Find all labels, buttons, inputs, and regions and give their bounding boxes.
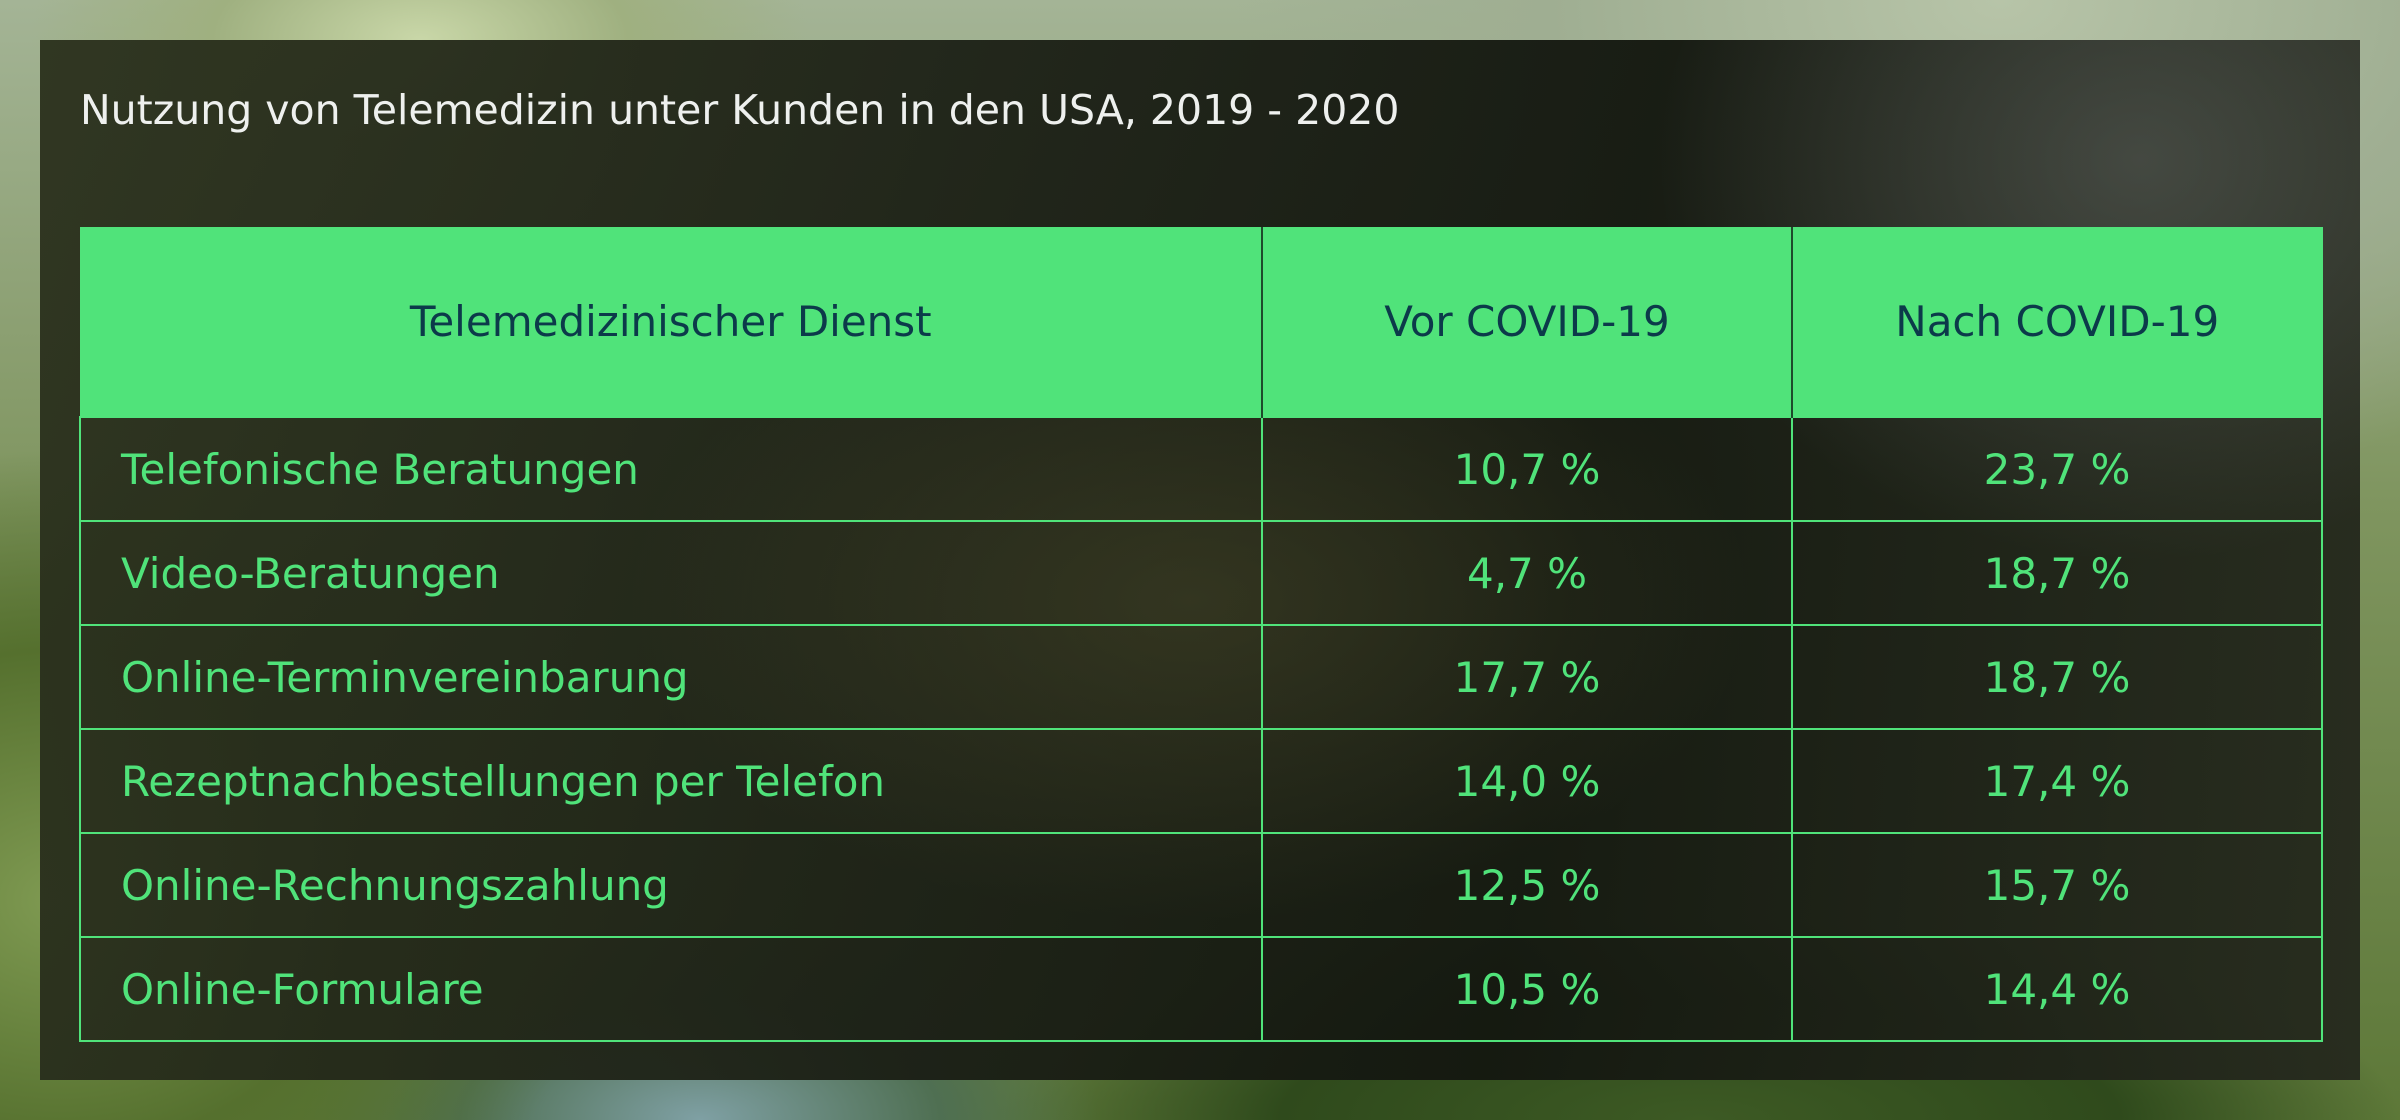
before-value-cell: 4,7 % <box>1261 520 1793 626</box>
header-before-covid: Vor COVID-19 <box>1261 227 1793 417</box>
after-value-cell: 14,4 % <box>1791 936 2323 1042</box>
table-row: Telefonische Beratungen 10,7 % 23,7 % <box>79 416 2323 522</box>
before-value-cell: 17,7 % <box>1261 624 1793 730</box>
table-row: Rezeptnachbestellungen per Telefon 14,0 … <box>79 728 2323 834</box>
service-cell: Online-Rechnungszahlung <box>79 832 1263 938</box>
table-row: Online-Rechnungszahlung 12,5 % 15,7 % <box>79 832 2323 938</box>
after-value-cell: 18,7 % <box>1791 520 2323 626</box>
before-value-cell: 10,7 % <box>1261 416 1793 522</box>
table-card: Nutzung von Telemedizin unter Kunden in … <box>40 40 2360 1080</box>
header-after-covid: Nach COVID-19 <box>1791 227 2323 417</box>
telemedicine-table: Telemedizinischer Dienst Vor COVID-19 Na… <box>79 227 2323 1042</box>
service-cell: Online-Terminvereinbarung <box>79 624 1263 730</box>
service-cell: Online-Formulare <box>79 936 1263 1042</box>
table-title: Nutzung von Telemedizin unter Kunden in … <box>80 86 1400 134</box>
before-value-cell: 12,5 % <box>1261 832 1793 938</box>
header-service: Telemedizinischer Dienst <box>79 227 1263 417</box>
after-value-cell: 17,4 % <box>1791 728 2323 834</box>
after-value-cell: 23,7 % <box>1791 416 2323 522</box>
after-value-cell: 15,7 % <box>1791 832 2323 938</box>
table-row: Video-Beratungen 4,7 % 18,7 % <box>79 520 2323 626</box>
header-row: Telemedizinischer Dienst Vor COVID-19 Na… <box>79 227 2323 417</box>
before-value-cell: 10,5 % <box>1261 936 1793 1042</box>
table-row: Online-Formulare 10,5 % 14,4 % <box>79 936 2323 1042</box>
before-value-cell: 14,0 % <box>1261 728 1793 834</box>
table-row: Online-Terminvereinbarung 17,7 % 18,7 % <box>79 624 2323 730</box>
service-cell: Video-Beratungen <box>79 520 1263 626</box>
service-cell: Rezeptnachbestellungen per Telefon <box>79 728 1263 834</box>
after-value-cell: 18,7 % <box>1791 624 2323 730</box>
service-cell: Telefonische Beratungen <box>79 416 1263 522</box>
